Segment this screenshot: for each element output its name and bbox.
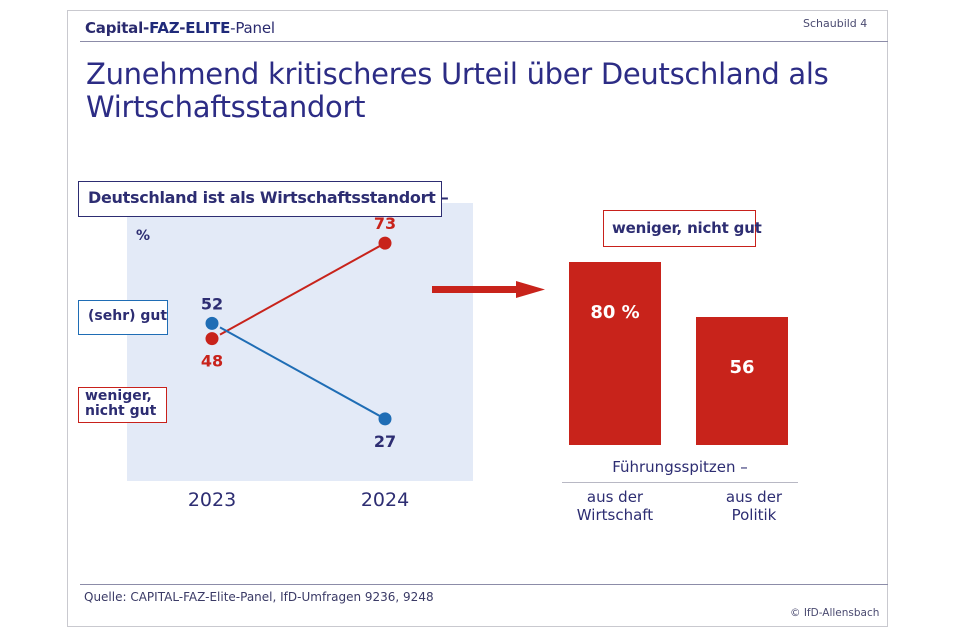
- bar-category-label-wirtschaft: aus der Wirtschaft: [555, 488, 675, 524]
- category-line: aus der: [586, 488, 644, 506]
- copyright-note: © IfD-Allensbach: [790, 607, 880, 619]
- brand-panel: -Panel: [230, 19, 275, 37]
- bar-value-label-politik: 56: [729, 356, 755, 378]
- figure-label: Schaubild 4: [803, 17, 868, 30]
- line-chart-plot-area: [127, 203, 473, 481]
- bar-politik: [696, 316, 788, 445]
- brand-sep: -: [179, 19, 186, 37]
- bar-group-divider: [562, 482, 798, 483]
- bar-group-label: Führungsspitzen –: [612, 458, 748, 476]
- legend-item-not-good: weniger, nicht gut: [78, 387, 167, 423]
- bar-wirtschaft: [569, 262, 661, 445]
- bar-chart-title: weniger, nicht gut: [603, 210, 762, 247]
- x-tick-label-2024: 2024: [360, 489, 410, 511]
- panel-brand: Capital-FAZ-ELITE-Panel: [85, 19, 275, 37]
- category-line: Wirtschaft: [576, 506, 654, 524]
- brand-capital: Capital-: [85, 19, 150, 37]
- bar-value-label-wirtschaft: 80 %: [590, 302, 640, 323]
- chart-title: Zunehmend kritischeres Urteil über Deuts…: [86, 57, 829, 124]
- y-axis-unit-label: %: [136, 228, 151, 244]
- category-line: aus der: [725, 488, 783, 506]
- legend-item-good: (sehr) gut: [78, 300, 168, 335]
- brand-faz: FAZ: [149, 19, 180, 37]
- header-divider: [80, 41, 888, 42]
- x-tick-label-2023: 2023: [187, 489, 237, 511]
- line-chart-title: Deutschland ist als Wirtschaftsstandort …: [78, 181, 449, 217]
- category-line: Politik: [731, 506, 777, 524]
- source-note: Quelle: CAPITAL-FAZ-Elite-Panel, IfD-Umf…: [84, 590, 434, 604]
- footer-divider: [80, 584, 888, 585]
- brand-elite: ELITE: [185, 19, 231, 37]
- bar-category-label-politik: aus der Politik: [694, 488, 814, 524]
